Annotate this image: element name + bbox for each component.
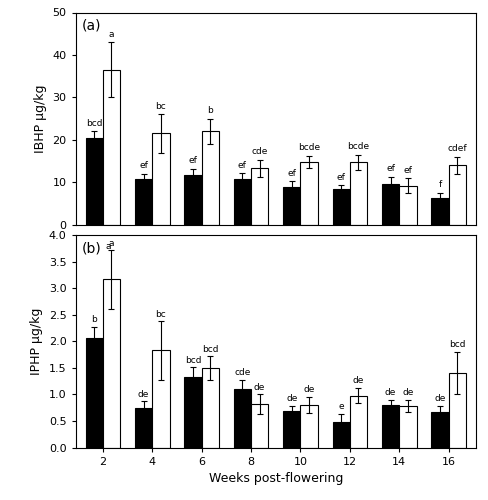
Bar <box>251 404 268 448</box>
Bar <box>301 405 318 448</box>
Text: a: a <box>106 242 111 250</box>
Bar <box>184 377 202 448</box>
Text: bc: bc <box>156 102 166 111</box>
Bar <box>152 350 169 448</box>
Bar <box>234 179 251 224</box>
Bar <box>382 184 399 224</box>
Text: cdef: cdef <box>447 144 467 154</box>
Bar <box>332 422 350 448</box>
Text: ef: ef <box>139 162 148 170</box>
Bar <box>103 70 120 224</box>
Text: de: de <box>353 376 364 385</box>
Text: bcd: bcd <box>86 119 102 128</box>
Bar <box>332 190 350 224</box>
Text: ef: ef <box>188 156 198 166</box>
Bar <box>350 396 367 448</box>
X-axis label: Weeks post-flowering: Weeks post-flowering <box>208 472 343 485</box>
Text: a: a <box>109 238 114 248</box>
Text: bcde: bcde <box>347 142 369 152</box>
Text: cde: cde <box>251 148 268 156</box>
Bar <box>399 406 417 448</box>
Y-axis label: IBHP μg/kg: IBHP μg/kg <box>34 84 47 153</box>
Bar <box>431 198 448 224</box>
Text: bcd: bcd <box>202 344 219 354</box>
Bar <box>301 162 318 224</box>
Text: ef: ef <box>287 169 296 178</box>
Text: de: de <box>304 386 315 394</box>
Bar <box>152 134 169 224</box>
Text: de: de <box>402 388 413 397</box>
Text: ef: ef <box>404 166 412 174</box>
Bar <box>234 389 251 448</box>
Bar <box>448 166 466 224</box>
Text: cde: cde <box>234 368 250 377</box>
Text: ef: ef <box>238 161 247 170</box>
Bar <box>399 186 417 224</box>
Bar <box>202 132 219 224</box>
Bar <box>431 412 448 448</box>
Text: (b): (b) <box>81 242 102 256</box>
Bar <box>448 373 466 448</box>
Bar <box>251 168 268 224</box>
Text: ef: ef <box>337 173 346 182</box>
Bar <box>103 280 120 448</box>
Text: de: de <box>286 394 298 404</box>
Text: bcd: bcd <box>449 340 466 349</box>
Bar <box>135 408 152 448</box>
Text: e: e <box>338 402 344 411</box>
Text: bcde: bcde <box>298 143 320 152</box>
Text: bc: bc <box>156 310 166 318</box>
Text: de: de <box>434 394 446 403</box>
Bar <box>350 162 367 224</box>
Text: a: a <box>109 30 114 39</box>
Text: f: f <box>438 180 442 190</box>
Bar <box>85 338 103 448</box>
Text: de: de <box>138 390 149 398</box>
Bar <box>283 412 301 448</box>
Text: bcd: bcd <box>185 356 201 364</box>
Text: b: b <box>207 106 213 115</box>
Text: (a): (a) <box>81 19 101 33</box>
Bar <box>382 405 399 448</box>
Bar <box>135 179 152 224</box>
Text: de: de <box>385 388 396 397</box>
Bar <box>184 175 202 224</box>
Text: de: de <box>254 383 265 392</box>
Text: ef: ef <box>386 164 395 173</box>
Y-axis label: IPHP μg/kg: IPHP μg/kg <box>30 308 43 375</box>
Bar <box>283 186 301 224</box>
Bar <box>85 138 103 224</box>
Bar <box>202 368 219 448</box>
Text: b: b <box>91 316 97 324</box>
